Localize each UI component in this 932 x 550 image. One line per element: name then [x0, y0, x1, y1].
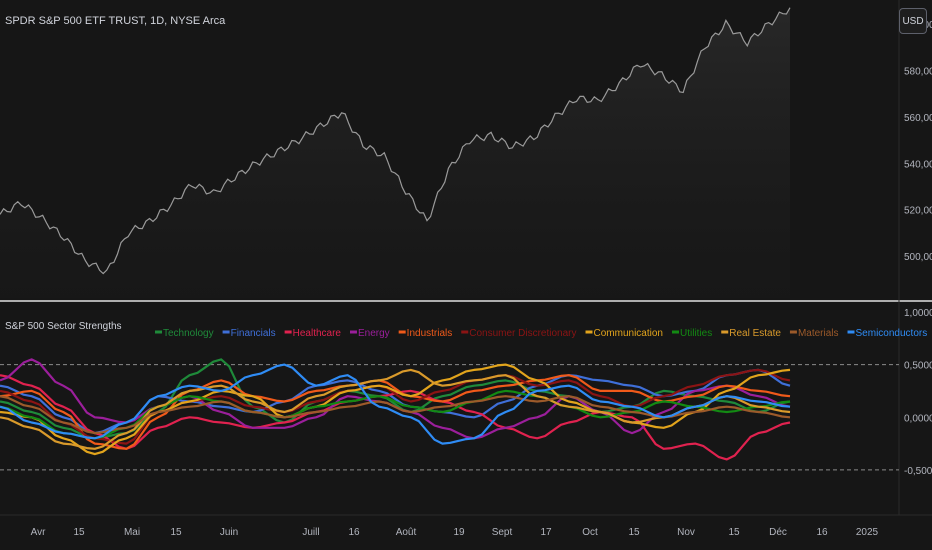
series-line-consumer-discretionary — [0, 368, 791, 445]
indicator-y-tick-label: 1,0000 — [904, 308, 932, 319]
time-axis[interactable]: Avr 15 Mai 15 Juin Juill 16 Août 19 Sept 17 Oct 15 No… — [31, 527, 879, 538]
time-axis-tick-label: Juin — [220, 527, 238, 538]
series-line-communication — [0, 363, 791, 456]
time-axis-tick-label: Oct — [582, 527, 598, 538]
time-axis-tick-label: 15 — [170, 527, 182, 538]
time-axis-tick-label: Avr — [31, 527, 46, 538]
time-axis-tick-label: Sept — [492, 527, 513, 538]
series-line-industrials — [0, 374, 791, 450]
price-pane[interactable]: SPDR S&P 500 ETF TRUST, 1D, NYSE Arca 50… — [0, 7, 932, 298]
price-y-tick-label: 500,00 — [904, 252, 932, 263]
time-axis-tick-label: 15 — [728, 527, 740, 538]
time-axis-tick-label: 19 — [453, 527, 465, 538]
legend-item-label[interactable]: Semiconductors — [856, 328, 928, 339]
time-axis-tick-label: 17 — [540, 527, 552, 538]
time-axis-tick-label: Déc — [769, 527, 787, 538]
time-axis-tick-label: 16 — [816, 527, 828, 538]
time-axis-tick-label: Mai — [124, 527, 140, 538]
indicator-y-axis[interactable]: -0,5000 0,0000 0,5000 1,0000 — [904, 308, 932, 477]
currency-button[interactable]: USD — [899, 8, 927, 34]
legend-item-label[interactable]: Healthcare — [293, 328, 342, 339]
legend-item-label[interactable]: Consumer Discretionary — [469, 328, 576, 339]
price-area-fill — [0, 7, 790, 298]
indicator-y-tick-label: 0,5000 — [904, 361, 932, 372]
price-line — [0, 7, 791, 275]
price-y-tick-label: 580,00 — [904, 66, 932, 77]
legend-item-label[interactable]: Technology — [163, 328, 214, 339]
time-axis-tick-label: Août — [396, 527, 417, 538]
price-y-tick-label: 560,00 — [904, 113, 932, 124]
time-axis-tick-label: Nov — [677, 527, 695, 538]
legend-item-label[interactable]: Financials — [231, 328, 276, 339]
series-line-semiconductors — [0, 363, 791, 445]
reference-lines — [0, 364, 899, 471]
price-chart-title: SPDR S&P 500 ETF TRUST, 1D, NYSE Arca — [5, 15, 226, 27]
time-axis-tick-label: 2025 — [856, 527, 879, 538]
indicator-y-tick-label: 0,0000 — [904, 413, 932, 424]
sector-series — [0, 358, 791, 461]
indicator-y-tick-label: -0,5000 — [904, 466, 932, 477]
time-axis-tick-label: Juill — [302, 527, 319, 538]
price-y-tick-label: 540,00 — [904, 159, 932, 170]
time-axis-tick-label: 15 — [628, 527, 640, 538]
legend-item-label[interactable]: Industrials — [407, 328, 453, 339]
price-y-tick-label: 520,00 — [904, 206, 932, 217]
legend[interactable]: Technology Financials Healthcare Energy Indu… — [155, 328, 927, 339]
legend-item-label[interactable]: Communication — [594, 328, 663, 339]
indicator-title: S&P 500 Sector Strengths — [5, 321, 122, 332]
time-axis-tick-label: 16 — [348, 527, 360, 538]
indicator-pane[interactable]: S&P 500 Sector Strengths Technology Finan… — [0, 308, 932, 477]
time-axis-tick-label: 15 — [73, 527, 85, 538]
legend-item-label[interactable]: Utilities — [680, 328, 712, 339]
legend-item-label[interactable]: Real Estate — [729, 328, 781, 339]
legend-item-label[interactable]: Energy — [358, 328, 390, 339]
legend-item-label[interactable]: Materials — [798, 328, 839, 339]
